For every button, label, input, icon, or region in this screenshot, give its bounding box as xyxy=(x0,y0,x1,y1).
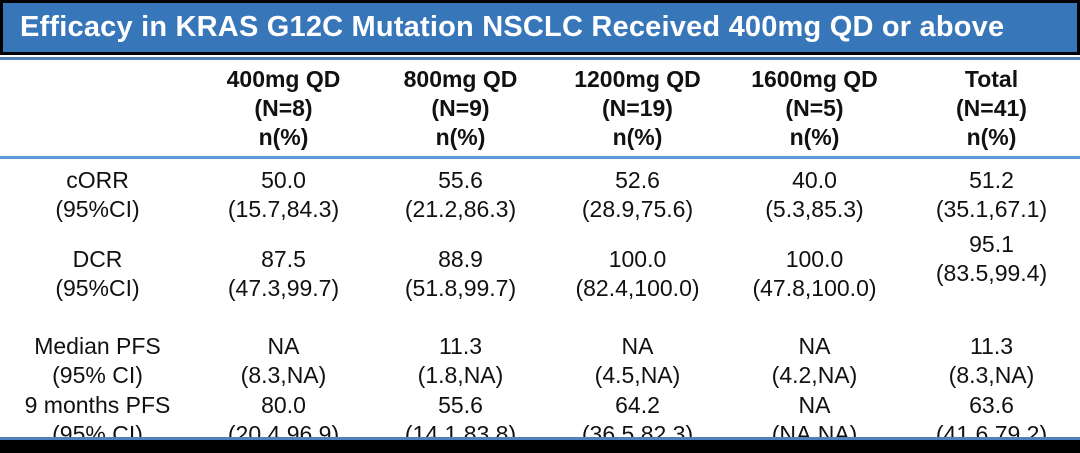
column-n: (N=5) xyxy=(785,95,844,121)
cell-value: 55.6 xyxy=(438,167,483,193)
cell-value: 11.3 xyxy=(438,333,483,359)
cell-ci: (5.3,85.3) xyxy=(765,196,864,222)
row-sublabel-text: (95%CI) xyxy=(55,196,140,222)
table-cell: 40.0 (5.3,85.3) xyxy=(726,158,903,225)
row-label-text: Median PFS xyxy=(34,333,161,359)
row-label-text: DCR xyxy=(72,246,123,272)
cell-value: 11.3 xyxy=(969,333,1014,359)
table-cell: 100.0 (82.4,100.0) xyxy=(549,224,726,303)
table-cell: NA (4.2,NA) xyxy=(726,303,903,390)
column-header-800mg: 800mg QD (N=9) n(%) xyxy=(372,60,549,159)
page-title: Efficacy in KRAS G12C Mutation NSCLC Rec… xyxy=(20,11,1005,43)
row-sublabel-text: (95% CI) xyxy=(52,362,143,388)
header-row: 400mg QD (N=8) n(%) 800mg QD (N=9) n(%) … xyxy=(0,60,1080,159)
row-sublabel-text: (95%CI) xyxy=(55,275,140,301)
column-n: (N=9) xyxy=(431,95,490,121)
cell-ci: (15.7,84.3) xyxy=(227,196,340,222)
cell-value: 100.0 xyxy=(608,246,667,272)
cell-ci: (4.2,NA) xyxy=(771,362,858,388)
row-label: DCR (95%CI) xyxy=(0,224,195,303)
cell-value: 88.9 xyxy=(438,246,483,272)
cell-ci: (47.3,99.7) xyxy=(227,275,340,301)
table-cell: 50.0 (15.7,84.3) xyxy=(195,158,372,225)
table-cell: 11.3 (1.8,NA) xyxy=(372,303,549,390)
column-unit: n(%) xyxy=(258,124,309,150)
cell-ci: (83.5,99.4) xyxy=(935,260,1048,286)
table-cell: 52.6 (28.9,75.6) xyxy=(549,158,726,225)
table-row-corr: cORR (95%CI) 50.0 (15.7,84.3) 55.6 (21.2… xyxy=(0,158,1080,225)
table-cell: 95.1 (83.5,99.4) xyxy=(903,224,1080,303)
cell-value: 64.2 xyxy=(615,392,660,418)
row-label-header xyxy=(0,60,195,159)
bottom-blue-rule xyxy=(0,437,1080,440)
cell-ci: (21.2,86.3) xyxy=(404,196,517,222)
cell-ci: (47.8,100.0) xyxy=(752,275,877,301)
table-cell: 87.5 (47.3,99.7) xyxy=(195,224,372,303)
cell-value: 63.6 xyxy=(969,392,1014,418)
efficacy-table: 400mg QD (N=8) n(%) 800mg QD (N=9) n(%) … xyxy=(0,60,1080,449)
cell-value: 51.2 xyxy=(969,167,1014,193)
table-row-median-pfs: Median PFS (95% CI) NA (8.3,NA) 11.3 (1.… xyxy=(0,303,1080,390)
table-cell: 11.3 (8.3,NA) xyxy=(903,303,1080,390)
column-dose: 1200mg QD xyxy=(574,66,701,92)
cell-value: NA xyxy=(798,392,831,418)
title-bar: Efficacy in KRAS G12C Mutation NSCLC Rec… xyxy=(0,0,1080,55)
cell-ci: (1.8,NA) xyxy=(417,362,504,388)
cell-value: 52.6 xyxy=(615,167,660,193)
column-dose: 800mg QD xyxy=(403,66,518,92)
cell-ci: (35.1,67.1) xyxy=(935,196,1048,222)
row-label: cORR (95%CI) xyxy=(0,158,195,225)
table-cell: 51.2 (35.1,67.1) xyxy=(903,158,1080,225)
cell-value: 95.1 xyxy=(969,231,1014,257)
cell-value: 50.0 xyxy=(261,167,306,193)
table-cell: NA (8.3,NA) xyxy=(195,303,372,390)
table-cell: 88.9 (51.8,99.7) xyxy=(372,224,549,303)
column-dose: Total xyxy=(964,66,1019,92)
cell-value: NA xyxy=(798,333,831,359)
column-n: (N=8) xyxy=(254,95,313,121)
column-header-400mg: 400mg QD (N=8) n(%) xyxy=(195,60,372,159)
column-header-1600mg: 1600mg QD (N=5) n(%) xyxy=(726,60,903,159)
column-header-1200mg: 1200mg QD (N=19) n(%) xyxy=(549,60,726,159)
cell-value: 100.0 xyxy=(785,246,844,272)
row-label: Median PFS (95% CI) xyxy=(0,303,195,390)
column-dose: 1600mg QD xyxy=(751,66,878,92)
cell-ci: (82.4,100.0) xyxy=(575,275,700,301)
table-cell: NA (4.5,NA) xyxy=(549,303,726,390)
cell-value: 40.0 xyxy=(792,167,837,193)
cell-ci: (4.5,NA) xyxy=(594,362,681,388)
row-label-text: cORR xyxy=(66,167,129,193)
cell-ci: (51.8,99.7) xyxy=(404,275,517,301)
bottom-divider xyxy=(0,437,1080,453)
column-dose: 400mg QD xyxy=(226,66,341,92)
column-unit: n(%) xyxy=(789,124,840,150)
cell-value: NA xyxy=(267,333,300,359)
column-n: (N=19) xyxy=(602,95,673,121)
cell-value: 80.0 xyxy=(261,392,306,418)
column-unit: n(%) xyxy=(612,124,663,150)
cell-ci: (28.9,75.6) xyxy=(581,196,694,222)
cell-ci: (8.3,NA) xyxy=(948,362,1035,388)
cell-ci: (8.3,NA) xyxy=(240,362,327,388)
cell-value: 87.5 xyxy=(261,246,306,272)
row-label-text: 9 months PFS xyxy=(24,392,171,418)
table-row-dcr: DCR (95%CI) 87.5 (47.3,99.7) 88.9 (51.8,… xyxy=(0,224,1080,303)
table-cell: 55.6 (21.2,86.3) xyxy=(372,158,549,225)
column-header-total: Total (N=41) n(%) xyxy=(903,60,1080,159)
column-unit: n(%) xyxy=(966,124,1017,150)
column-n: (N=41) xyxy=(956,95,1027,121)
title-divider-rule xyxy=(0,57,1080,60)
column-unit: n(%) xyxy=(435,124,486,150)
cell-value: 55.6 xyxy=(438,392,483,418)
table-cell: 100.0 (47.8,100.0) xyxy=(726,224,903,303)
bottom-black-bar xyxy=(0,440,1080,453)
cell-value: NA xyxy=(621,333,654,359)
